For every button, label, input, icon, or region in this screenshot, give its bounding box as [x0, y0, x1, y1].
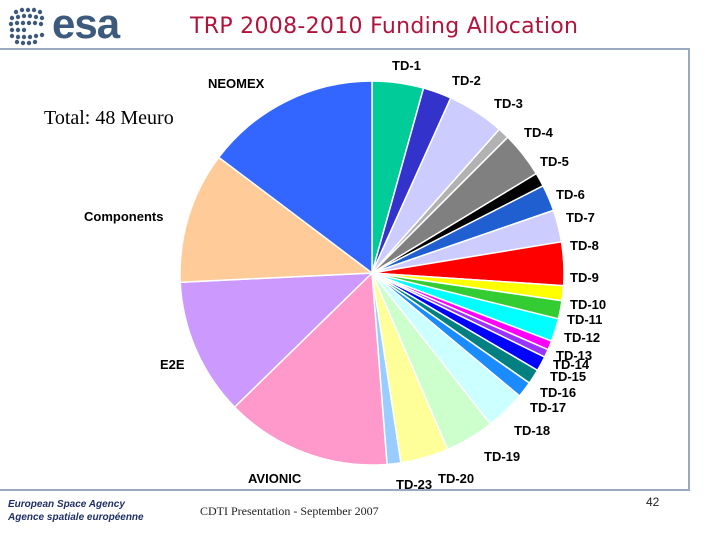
slice-label-td-4: TD-4: [524, 125, 554, 140]
slice-label-td-10: TD-10: [570, 297, 606, 312]
slice-label-td-13: TD-13: [556, 348, 592, 363]
pie-slice-neomex: [217, 80, 373, 275]
slice-label-td-11: TD-11: [567, 312, 602, 327]
slice-label-td-6: TD-6: [556, 187, 585, 202]
slide-title: TRP 2008-2010 Funding Allocation: [190, 14, 579, 39]
slice-label-e2e: E2E: [160, 357, 185, 372]
total-label: Total: 48 Meuro: [44, 107, 174, 129]
slice-label-td-20: TD-20: [438, 471, 474, 486]
footer-presentation: CDTI Presentation - September 2007: [200, 504, 379, 518]
slice-label-td-17: TD-17: [530, 400, 566, 415]
frame-bottom-rule: [0, 489, 690, 491]
page-number: 42: [646, 495, 660, 509]
esa-logo: esa: [8, 0, 158, 48]
footer-org-logo: European Space Agency Agence spatiale eu…: [8, 498, 144, 524]
slice-label-neomex: NEOMEX: [208, 76, 265, 91]
slice-label-td-18: TD-18: [514, 423, 550, 438]
footer-org-line-1: European Space Agency: [8, 499, 125, 510]
slice-label-td-9: TD-9: [570, 270, 599, 285]
pie-labels: TD-1 TD-2 TD-3TD-4 TD-5 TD-6 TD-7 TD-8 TD-9 TD-1…: [84, 58, 606, 492]
slice-label-td-12: TD-12: [564, 330, 600, 345]
pie-slice-components: [179, 156, 375, 284]
frame-top-rule: [0, 48, 690, 50]
frame-right-rule: [688, 48, 690, 490]
slice-label-td-16: TD-16: [540, 385, 576, 400]
slice-label-td-23: TD-23: [396, 477, 432, 492]
pie-slice-avionic: [233, 271, 388, 466]
esa-logo-text: esa: [52, 0, 120, 47]
footer-org-line-2: Agence spatiale européenne: [8, 512, 144, 523]
pie-slices: [179, 80, 565, 466]
slice-label-avionic: AVIONIC: [248, 471, 302, 486]
slice-label-td-7: TD-7: [566, 210, 595, 225]
slice-label-td-1: TD-1: [392, 58, 421, 73]
slice-label-td-8: TD-8: [570, 238, 599, 253]
pie-slice-e2e: [179, 272, 374, 409]
slice-label-td-5: TD-5: [540, 154, 569, 169]
slice-label-components: Components: [84, 209, 163, 224]
slice-label-td-15: TD-15: [550, 369, 586, 384]
esa-logo-dots: [8, 7, 45, 46]
slice-label-td-2: TD-2: [452, 73, 481, 88]
slice-label-td-14: TD-14: [553, 357, 590, 372]
slice-label-td-3: TD-3: [494, 96, 523, 111]
slice-label-td-19: TD-19: [484, 449, 520, 464]
